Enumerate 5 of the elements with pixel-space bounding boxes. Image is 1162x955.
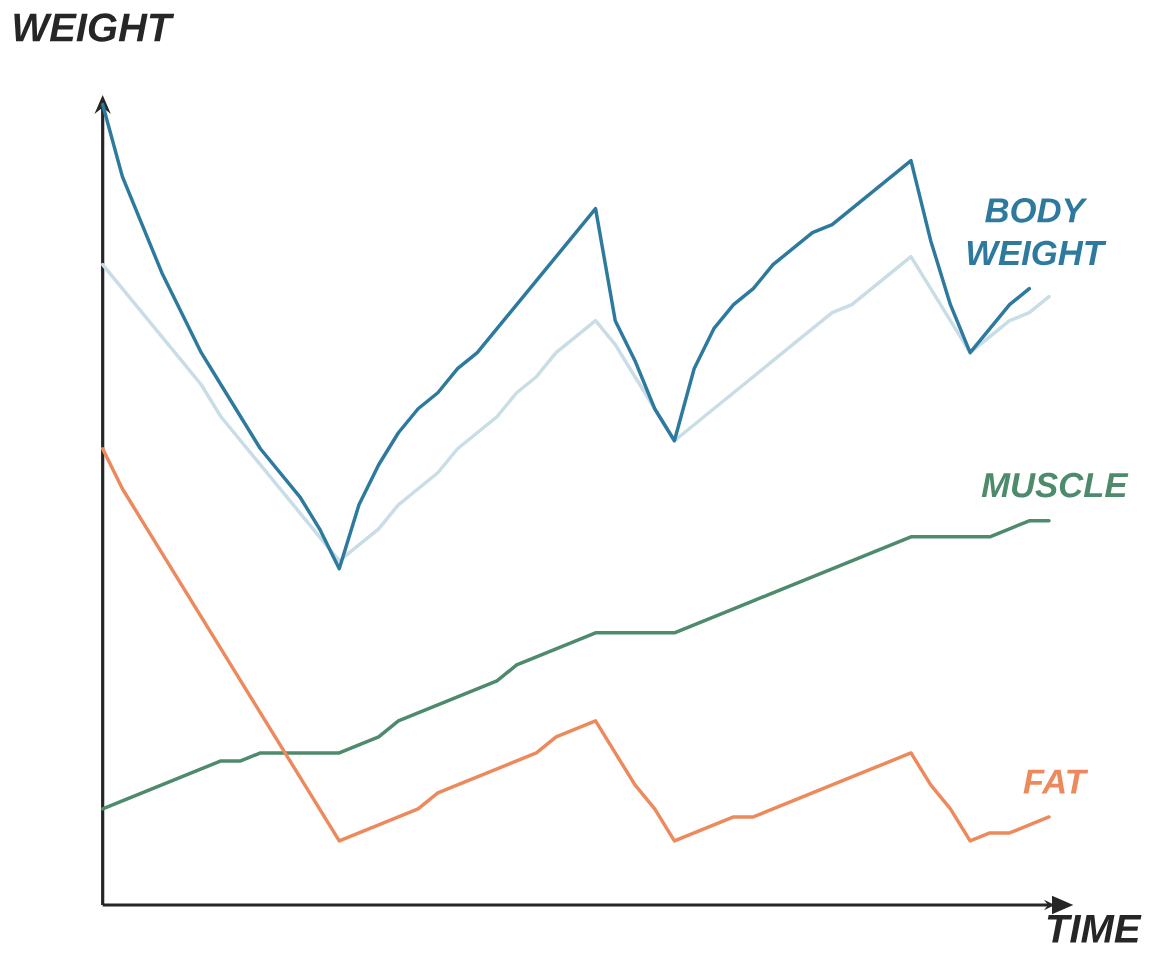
x-axis-title: TIME [1047, 915, 1142, 943]
series-label: BODY WEIGHT [967, 198, 1107, 266]
series-label: MUSCLE [981, 472, 1129, 498]
series-label: FAT [1023, 769, 1089, 794]
y-axis-title: WEIGHT [14, 13, 175, 42]
